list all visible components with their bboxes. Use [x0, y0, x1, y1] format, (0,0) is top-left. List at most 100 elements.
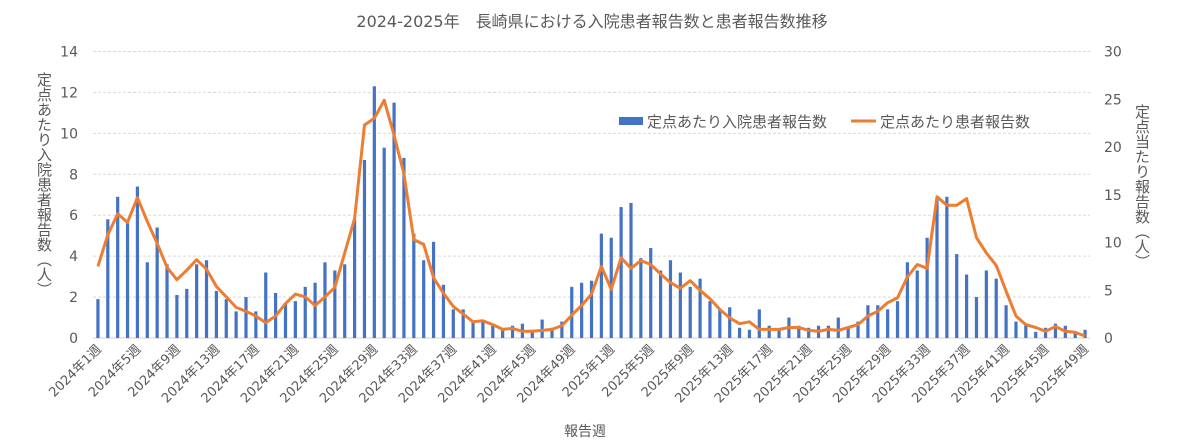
y-left-tick-label: 6 [69, 208, 78, 224]
bar [757, 309, 761, 338]
bar [737, 327, 742, 338]
bar [550, 327, 554, 338]
y-left-tick-label: 12 [60, 85, 78, 101]
bar [866, 305, 870, 338]
y-right-tick-label: 25 [1104, 92, 1122, 108]
bar [540, 319, 544, 338]
bar [362, 159, 367, 338]
bar [668, 260, 673, 338]
bar [895, 301, 900, 338]
bar [649, 247, 653, 338]
bar [698, 278, 702, 338]
bar [925, 237, 929, 338]
bar [1024, 323, 1028, 338]
y-left-tick-label: 2 [69, 290, 78, 306]
bar [165, 264, 169, 338]
bar [826, 325, 831, 338]
bar [510, 325, 515, 338]
bar [352, 219, 357, 338]
x-axis: 2024年1週2024年5週2024年9週2024年13週2024年17週202… [47, 342, 1092, 406]
bar [204, 260, 209, 338]
bar [718, 309, 722, 338]
bar [589, 280, 594, 338]
bar [747, 329, 752, 338]
bar [688, 286, 692, 338]
bar [955, 254, 959, 338]
bar [441, 284, 446, 338]
bar [965, 274, 969, 338]
bar [224, 299, 228, 338]
legend-bar-swatch [619, 117, 643, 125]
y-left-tick-label: 14 [60, 45, 78, 61]
bar [1004, 305, 1008, 338]
bar [96, 299, 100, 338]
y-axis-left: 0 2 4 6 8 10 12 14 [60, 45, 78, 348]
bar [106, 219, 110, 338]
bar [343, 264, 347, 338]
y-right-tick-label: 20 [1104, 140, 1122, 156]
legend-line-label: 定点あたり患者報告数 [880, 113, 1030, 131]
bar [984, 270, 988, 338]
bar [1043, 327, 1048, 338]
bar-series [96, 86, 1087, 339]
gridlines [93, 51, 1090, 339]
bar [807, 327, 811, 338]
bar [767, 325, 771, 338]
bar [333, 270, 337, 338]
y-right-tick-label: 15 [1104, 188, 1122, 204]
y-right-tick-label: 0 [1104, 331, 1113, 347]
bar [431, 241, 436, 338]
bar [303, 286, 307, 338]
bar [116, 196, 120, 338]
legend-bar-label: 定点あたり入院患者報告数 [647, 113, 827, 131]
bar [313, 282, 317, 338]
bar [580, 282, 584, 338]
bar [481, 321, 485, 338]
bar [402, 157, 406, 338]
bar [293, 301, 297, 338]
bar [1083, 329, 1087, 338]
bar [491, 325, 495, 338]
bar [372, 86, 376, 339]
bar [570, 286, 574, 338]
bar [283, 303, 288, 338]
bar [175, 295, 179, 338]
line-series [96, 98, 1086, 338]
y-left-tick-label: 10 [60, 126, 78, 142]
bar [945, 196, 949, 338]
bar [994, 278, 998, 338]
bar [501, 329, 505, 338]
bar [254, 311, 258, 338]
bar [1014, 321, 1018, 338]
bar [728, 307, 732, 338]
bar [264, 272, 268, 338]
y-left-tick-label: 8 [69, 167, 78, 183]
bar [856, 321, 860, 338]
bar [876, 305, 880, 338]
bar [1053, 323, 1058, 338]
chart-title: 2024-2025年 長崎県における入院患者報告数と患者報告数推移 [356, 12, 827, 31]
bar [382, 147, 386, 338]
y-left-tick-label: 0 [69, 331, 78, 347]
bar [471, 321, 475, 338]
bar [185, 288, 189, 338]
bar [323, 262, 327, 338]
y-axis-left-title: 定点あたり入院患者報告数（人） [35, 72, 53, 297]
bar [1073, 331, 1077, 338]
bar [678, 272, 682, 338]
bar [451, 309, 455, 338]
bar [708, 301, 712, 338]
bar [234, 311, 238, 338]
y-right-tick-label: 5 [1104, 283, 1113, 299]
bar [935, 198, 939, 338]
y-right-tick-label: 30 [1104, 45, 1122, 61]
bar [974, 297, 979, 338]
bar [658, 270, 663, 338]
y-axis-right: 0 5 10 15 20 25 30 [1104, 45, 1122, 348]
bar [905, 262, 909, 338]
y-left-tick-label: 4 [69, 249, 78, 265]
bar [461, 309, 465, 338]
legend: 定点あたり入院患者報告数 定点あたり患者報告数 [619, 113, 1030, 131]
bar [639, 258, 643, 338]
